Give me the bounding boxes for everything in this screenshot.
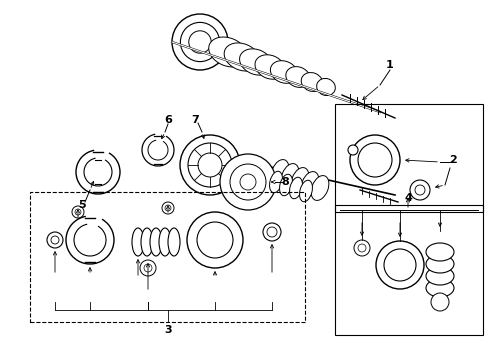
- Circle shape: [165, 205, 171, 211]
- Circle shape: [415, 185, 425, 195]
- Text: 1: 1: [386, 60, 394, 70]
- Ellipse shape: [291, 167, 309, 193]
- Circle shape: [354, 240, 370, 256]
- Text: 3: 3: [164, 325, 172, 335]
- Circle shape: [180, 135, 240, 195]
- Ellipse shape: [317, 78, 335, 95]
- Circle shape: [376, 241, 424, 289]
- Circle shape: [180, 22, 220, 62]
- Circle shape: [198, 153, 222, 177]
- Circle shape: [410, 180, 430, 200]
- Ellipse shape: [426, 243, 454, 261]
- Ellipse shape: [168, 228, 180, 256]
- Circle shape: [187, 212, 243, 268]
- Text: 2: 2: [449, 155, 457, 165]
- Ellipse shape: [281, 163, 299, 188]
- Ellipse shape: [299, 180, 313, 202]
- Circle shape: [220, 154, 276, 210]
- Circle shape: [358, 244, 366, 252]
- Circle shape: [384, 249, 416, 281]
- Circle shape: [162, 202, 174, 214]
- Circle shape: [263, 223, 281, 241]
- Text: 7: 7: [191, 115, 199, 125]
- Ellipse shape: [255, 55, 285, 79]
- Ellipse shape: [132, 228, 144, 256]
- Circle shape: [72, 206, 84, 218]
- Ellipse shape: [311, 176, 329, 201]
- Circle shape: [267, 227, 277, 237]
- Circle shape: [230, 164, 266, 200]
- Bar: [335, 104, 483, 212]
- Ellipse shape: [301, 72, 323, 91]
- Circle shape: [172, 14, 228, 70]
- Ellipse shape: [270, 61, 297, 83]
- Circle shape: [140, 260, 156, 276]
- Circle shape: [350, 135, 400, 185]
- Circle shape: [240, 174, 256, 190]
- Ellipse shape: [290, 177, 302, 199]
- Circle shape: [358, 143, 392, 177]
- Ellipse shape: [279, 174, 293, 196]
- Circle shape: [431, 293, 449, 311]
- Circle shape: [144, 264, 152, 272]
- Circle shape: [197, 222, 233, 258]
- Bar: [335, 205, 483, 335]
- Ellipse shape: [159, 228, 171, 256]
- Ellipse shape: [286, 67, 310, 87]
- Ellipse shape: [426, 279, 454, 297]
- Circle shape: [75, 209, 81, 215]
- Circle shape: [189, 31, 211, 53]
- Ellipse shape: [150, 228, 162, 256]
- Ellipse shape: [209, 37, 247, 67]
- Ellipse shape: [270, 171, 282, 193]
- Circle shape: [188, 143, 232, 187]
- Text: 8: 8: [281, 177, 289, 187]
- Ellipse shape: [141, 228, 153, 256]
- Text: 5: 5: [78, 200, 86, 210]
- Bar: [30, 192, 305, 322]
- Ellipse shape: [271, 159, 289, 184]
- Ellipse shape: [426, 267, 454, 285]
- Circle shape: [51, 236, 59, 244]
- Circle shape: [348, 145, 358, 155]
- Ellipse shape: [301, 172, 319, 197]
- Ellipse shape: [224, 43, 260, 71]
- Text: 4: 4: [404, 193, 412, 203]
- Circle shape: [47, 232, 63, 248]
- Ellipse shape: [426, 255, 454, 273]
- Text: 6: 6: [164, 115, 172, 125]
- Ellipse shape: [240, 49, 272, 75]
